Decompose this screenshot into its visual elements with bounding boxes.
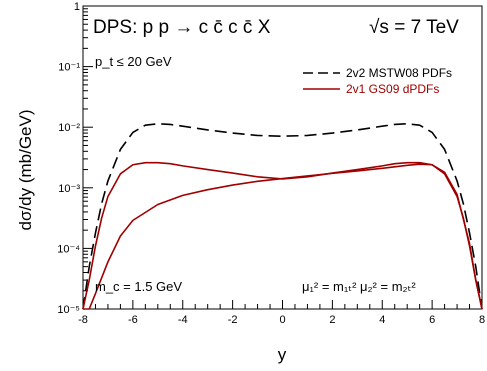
x-tick-label: 4 (379, 314, 385, 326)
series-line-0 (82, 122, 483, 310)
x-tick-label: 2 (329, 314, 335, 326)
scale-label: μ₁² = m₁ₜ² μ₂² = m₂ₜ² (302, 279, 416, 294)
axis-ticks: -8 -6 -4 -2 0 2 4 6 8 10⁻⁵ 10⁻⁴ 10⁻³ 10⁻² 10⁻¹ 1 (57, 1, 485, 326)
x-tick-label: 0 (279, 314, 285, 326)
mass-label: m_c = 1.5 GeV (95, 279, 182, 294)
y-axis-title: dσ/dy (mb/GeV) (16, 109, 35, 230)
cut-label: p_t ≤ 20 GeV (95, 54, 172, 69)
chart-title: DPS: p p → c c̄ c c̄ X (93, 17, 271, 38)
x-tick-label: -4 (178, 314, 188, 326)
x-tick-label: -8 (78, 314, 88, 326)
legend-label-2v2: 2v2 MSTW08 PDFs (346, 66, 452, 80)
x-axis-title: y (278, 345, 287, 364)
y-tick-label: 10⁻² (58, 122, 80, 134)
energy-label: √s = 7 TeV (369, 17, 459, 38)
series-line-2 (83, 163, 483, 310)
y-tick-label: 10⁻¹ (58, 62, 80, 74)
y-tick-label: 1 (74, 1, 80, 13)
y-tick-label: 10⁻⁴ (57, 243, 80, 255)
y-tick-label: 10⁻⁵ (57, 304, 80, 316)
legend-label-2v1: 2v1 GS09 dPDFs (346, 82, 439, 96)
y-tick-label: 10⁻³ (58, 183, 80, 195)
plot-frame (82, 5, 483, 310)
series-layer (82, 122, 483, 310)
x-tick-label: 6 (429, 314, 435, 326)
x-tick-label: -6 (128, 314, 138, 326)
x-tick-label: -2 (228, 314, 238, 326)
x-tick-label: 8 (479, 314, 485, 326)
legend: 2v2 MSTW08 PDFs 2v1 GS09 dPDFs (303, 66, 452, 96)
